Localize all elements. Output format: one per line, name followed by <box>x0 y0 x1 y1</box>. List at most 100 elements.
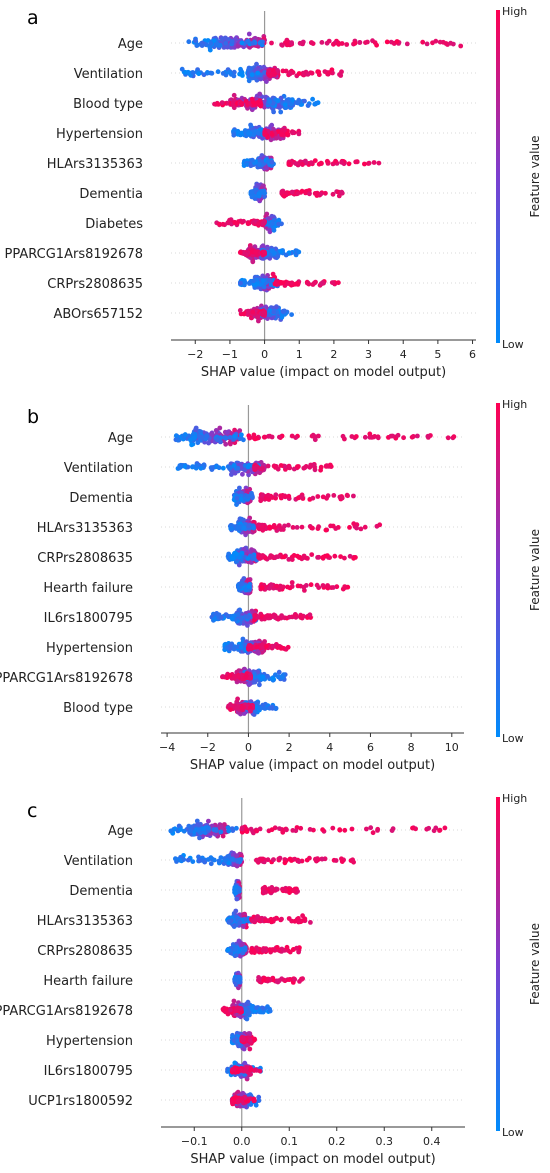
shap-point <box>299 494 305 500</box>
shap-point <box>246 31 252 37</box>
feature-label: Dementia <box>79 187 143 202</box>
shap-point <box>303 158 308 164</box>
shap-point <box>225 613 231 619</box>
feature-label: HLArs3135363 <box>47 157 143 172</box>
feature-label: HLArs3135363 <box>37 914 133 929</box>
shap-point <box>194 462 200 468</box>
shap-point <box>243 673 249 679</box>
feature-label: Hearth failure <box>43 581 133 596</box>
shap-point <box>330 191 336 197</box>
shap-point <box>320 494 326 500</box>
shap-point <box>335 40 341 46</box>
shap-point <box>442 825 448 831</box>
shap-point <box>289 40 294 45</box>
x-tick-label: −4 <box>159 741 175 754</box>
shap-point <box>316 433 321 439</box>
shap-point <box>284 131 290 137</box>
x-tick-label: 3 <box>365 348 372 361</box>
shap-point <box>267 277 273 283</box>
beeswarm-points <box>168 818 448 1110</box>
shap-point <box>280 675 285 680</box>
shap-point <box>323 527 329 533</box>
shap-point <box>368 825 374 831</box>
panel-letter-b: b <box>27 406 39 428</box>
shap-point <box>318 281 324 286</box>
shap-point <box>227 672 233 678</box>
shap-point <box>287 614 292 620</box>
feature-label: Ventilation <box>74 67 143 82</box>
shap-point <box>222 35 228 41</box>
shap-point <box>293 612 299 618</box>
shap-point <box>253 249 258 255</box>
shap-point <box>271 109 276 115</box>
shap-point <box>237 250 243 255</box>
shap-point <box>298 615 304 620</box>
shap-point <box>349 826 355 832</box>
shap-point <box>271 523 277 528</box>
shap-point <box>275 129 281 134</box>
shap-point <box>371 160 377 165</box>
shap-point <box>228 643 233 649</box>
shap-point <box>426 825 432 831</box>
shap-point <box>307 827 313 832</box>
shap-point <box>276 554 281 559</box>
shap-point <box>275 254 281 259</box>
shap-point <box>262 616 267 622</box>
shap-point <box>212 616 217 622</box>
shap-point <box>265 673 270 679</box>
shap-point <box>269 704 275 710</box>
shap-point <box>256 522 261 528</box>
shap-point <box>177 463 183 469</box>
shap-point <box>231 646 237 652</box>
shap-point <box>219 100 225 105</box>
shap-point <box>215 69 221 75</box>
x-tick-label: 4 <box>326 741 333 754</box>
shap-point <box>352 40 358 46</box>
shap-point <box>410 825 415 831</box>
shap-point <box>252 613 258 618</box>
shap-point <box>375 828 380 833</box>
shap-point <box>220 71 226 76</box>
shap-point <box>333 526 339 531</box>
feature-label: Hearth failure <box>43 974 133 989</box>
shap-point <box>353 159 359 165</box>
shap-point <box>388 433 394 439</box>
shap-point <box>401 435 406 441</box>
shap-point <box>208 41 214 46</box>
shap-point <box>283 252 289 258</box>
shap-point <box>239 40 245 46</box>
shap-point <box>351 521 357 527</box>
shap-point <box>411 434 416 439</box>
shap-point <box>295 495 301 501</box>
shap-point <box>431 828 437 834</box>
shap-point <box>277 587 282 592</box>
beeswarm-points <box>179 31 464 324</box>
shap-point <box>259 585 265 591</box>
shap-point <box>286 161 292 167</box>
shap-point <box>246 644 252 649</box>
shap-point <box>209 70 215 76</box>
shap-point <box>310 96 315 102</box>
shap-point <box>308 582 314 588</box>
shap-point <box>229 39 235 45</box>
shap-point <box>362 161 367 167</box>
x-tick-label: 0 <box>245 741 252 754</box>
shap-point <box>220 221 226 227</box>
shap-point <box>289 312 294 317</box>
shap-point <box>267 555 273 560</box>
shap-point <box>230 100 236 106</box>
shap-point <box>287 465 293 471</box>
shap-point <box>264 79 269 84</box>
shap-point <box>283 68 289 74</box>
shap-point <box>208 465 214 471</box>
shap-point <box>205 70 210 75</box>
panel-letter-a: a <box>27 7 39 29</box>
shap-point <box>247 44 253 50</box>
shap-point <box>252 465 258 471</box>
shap-point <box>262 194 267 200</box>
feature-label: Age <box>108 431 133 446</box>
shap-point <box>217 425 223 431</box>
shap-point <box>268 137 274 143</box>
shap-point <box>284 827 289 833</box>
